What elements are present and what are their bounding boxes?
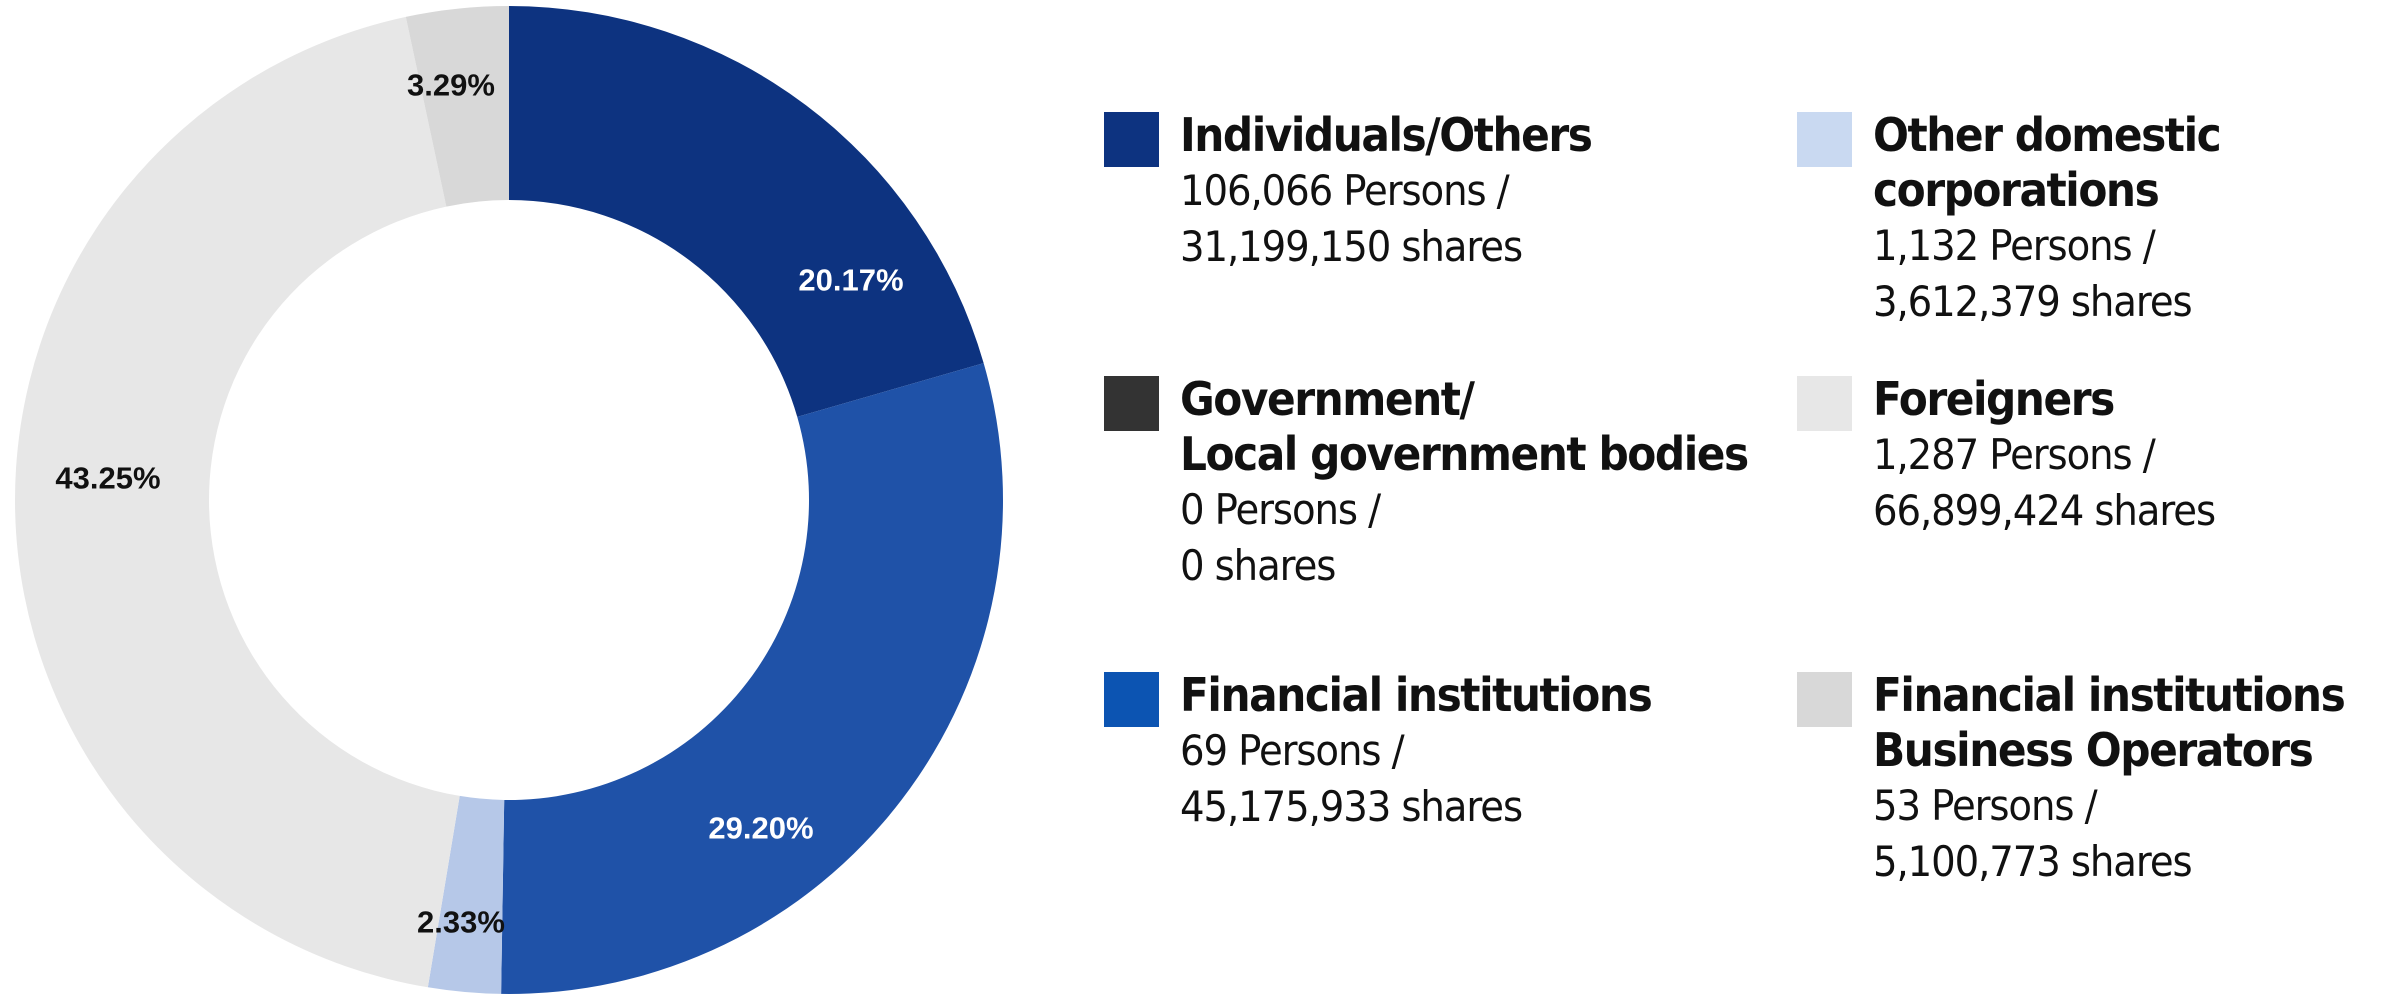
legend-category-detail: 3,612,379 shares <box>1873 277 2193 326</box>
donut-chart: 20.17% 29.20% 2.33% 43.25% 3.29% <box>14 6 1004 994</box>
legend-category-detail: 0 shares <box>1180 541 1336 590</box>
legend-category-detail: 69 Persons / <box>1180 726 1405 775</box>
legend-category-name: Government/ <box>1180 372 1475 426</box>
donut-slice-1 <box>509 6 984 417</box>
legend-category-name: Local government bodies <box>1180 427 1749 481</box>
legend-text: Other domestic corporations 1,132 Persons … <box>1873 108 2400 330</box>
legend-text: Financial institutions 69 Persons / 45,175… <box>1180 668 1800 835</box>
legend-swatch <box>1104 376 1159 431</box>
slice-percent-label: 43.25% <box>55 461 160 496</box>
legend-swatch <box>1797 112 1852 167</box>
legend-text: Government/Local government bodies 0 Pers… <box>1180 372 1800 594</box>
legend-category-detail: 5,100,773 shares <box>1873 837 2193 886</box>
donut-slice-3 <box>427 795 505 994</box>
legend-category-detail: 31,199,150 shares <box>1180 222 1523 271</box>
legend-category-name: Foreigners <box>1873 372 2115 426</box>
legend-category-detail: 45,175,933 shares <box>1180 782 1523 831</box>
legend-category-detail: 0 Persons / <box>1180 485 1381 534</box>
legend-swatch <box>1104 112 1159 167</box>
legend-category-detail: 106,066 Persons / <box>1180 166 1510 215</box>
donut-slice-2 <box>501 363 1004 994</box>
legend-category-name: Financial institutions <box>1873 668 2346 722</box>
donut-slice-4 <box>14 16 460 988</box>
donut-slice-5 <box>405 6 509 207</box>
legend-swatch <box>1797 672 1852 727</box>
legend-category-detail: 66,899,424 shares <box>1873 486 2216 535</box>
legend-category-name: Financial institutions <box>1180 668 1653 722</box>
legend-category-name: Individuals/Others <box>1180 108 1593 162</box>
legend-category-detail: 53 Persons / <box>1873 781 2098 830</box>
legend-text: Financial institutions Business Operators… <box>1873 668 2400 890</box>
legend-category-name: corporations <box>1873 163 2160 217</box>
slice-percent-label: 29.20% <box>708 811 813 846</box>
legend-text: Foreigners 1,287 Persons / 66,899,424 shar… <box>1873 372 2400 539</box>
legend-swatch <box>1104 672 1159 727</box>
slice-percent-label: 2.33% <box>417 905 505 940</box>
legend-text: Individuals/Others 106,066 Persons / 31,19… <box>1180 108 1800 275</box>
legend-category-detail: 1,287 Persons / <box>1873 430 2156 479</box>
slice-percent-label: 20.17% <box>798 263 903 298</box>
legend-swatch <box>1797 376 1852 431</box>
slice-percent-label: 3.29% <box>407 68 495 103</box>
legend-category-name: Business Operators <box>1873 723 2314 777</box>
legend-category-detail: 1,132 Persons / <box>1873 221 2156 270</box>
legend-category-name: Other domestic <box>1873 108 2222 162</box>
